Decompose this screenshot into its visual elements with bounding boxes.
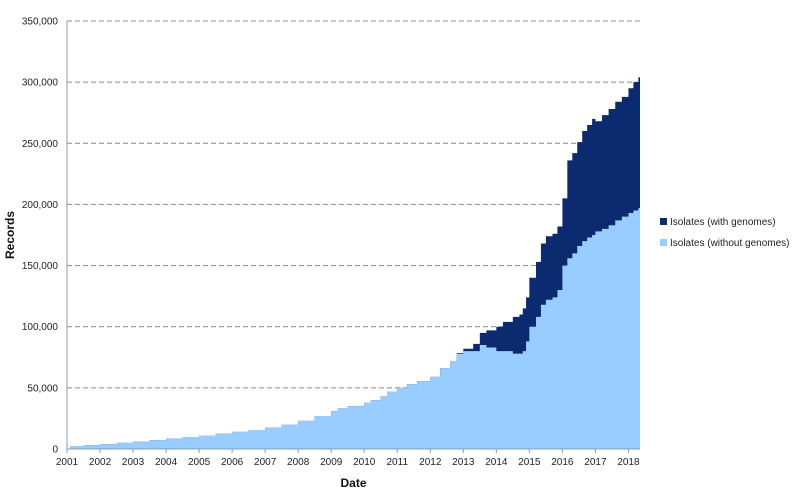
- x-tick-label: 2006: [221, 457, 244, 468]
- x-tick-label: 2001: [56, 457, 79, 468]
- x-tick-label: 2007: [254, 457, 277, 468]
- x-tick-label: 2004: [155, 457, 178, 468]
- legend-swatch: [660, 218, 667, 225]
- x-tick-label: 2009: [320, 457, 343, 468]
- x-axis-title: Date: [340, 476, 366, 490]
- y-tick-label: 0: [52, 445, 58, 456]
- x-tick-label: 2003: [122, 457, 145, 468]
- x-tick-label: 2005: [188, 457, 211, 468]
- y-tick-label: 100,000: [22, 322, 59, 333]
- x-tick-label: 2002: [89, 457, 112, 468]
- axes: [66, 21, 640, 450]
- y-axis-title: Records: [3, 211, 17, 259]
- x-tick-label: 2012: [419, 457, 442, 468]
- plot-area: [70, 77, 640, 449]
- x-tick-label: 2018: [617, 457, 640, 468]
- y-tick-label: 200,000: [22, 200, 59, 211]
- y-tick-label: 300,000: [22, 78, 59, 89]
- x-tick-label: 2016: [551, 457, 574, 468]
- legend-label: Isolates (with genomes): [670, 217, 776, 228]
- x-tick-label: 2011: [387, 457, 409, 468]
- area-series: [70, 208, 640, 449]
- legend-label: Isolates (without genomes): [670, 238, 790, 249]
- y-axis-ticks: 0 50,000 100,000 150,000 200,000 250,000 300,0…: [22, 17, 59, 456]
- x-tick-label: 2010: [353, 457, 376, 468]
- x-tick-label: 2014: [485, 457, 508, 468]
- y-tick-label: 250,000: [22, 139, 59, 150]
- x-axis-ticks: 2001 2002 2003 2004 2005 2006 2007 2008 2009 2010…: [56, 449, 640, 468]
- legend-swatch: [660, 239, 667, 246]
- x-tick-label: 2013: [452, 457, 475, 468]
- x-tick-label: 2017: [584, 457, 607, 468]
- y-tick-label: 150,000: [22, 261, 59, 272]
- x-tick-label: 2015: [518, 457, 541, 468]
- legend: Isolates (with genomes) Isolates (without…: [660, 217, 790, 249]
- x-tick-label: 2008: [287, 457, 310, 468]
- y-tick-label: 50,000: [27, 383, 58, 394]
- y-tick-label: 350,000: [22, 17, 59, 28]
